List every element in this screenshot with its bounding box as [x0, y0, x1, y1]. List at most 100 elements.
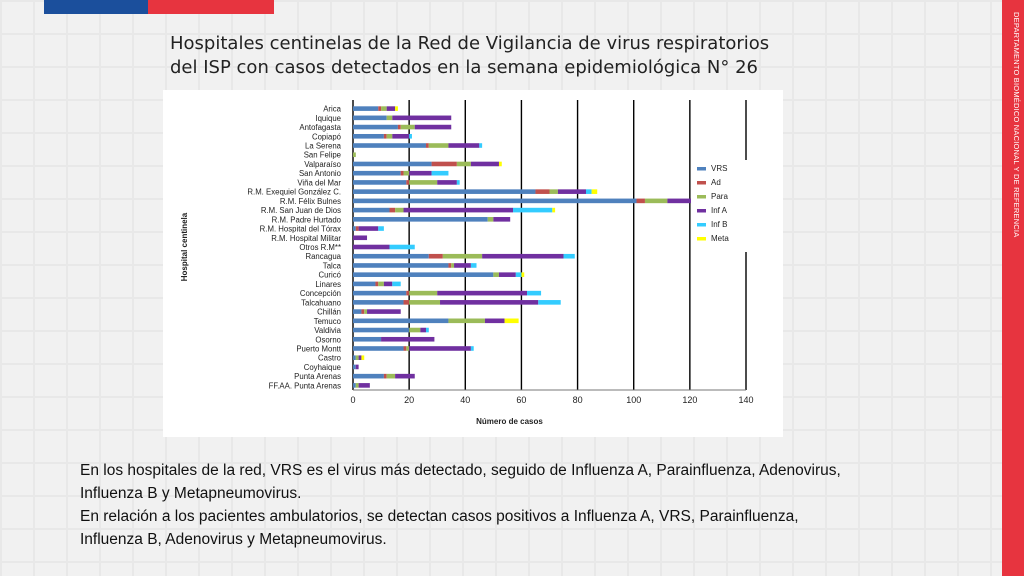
bar-segment	[392, 115, 452, 121]
category-label: Talcahuano	[301, 298, 342, 307]
bar-segment	[440, 300, 539, 305]
bar-segment	[451, 263, 455, 268]
bar-segment	[493, 272, 499, 277]
legend-label: Inf B	[711, 220, 727, 229]
paragraph1-line2: Influenza B y Metapneumovirus.	[80, 485, 302, 502]
bar-segment	[409, 346, 471, 351]
bar-segment	[353, 364, 356, 370]
legend-label: Meta	[711, 234, 729, 243]
bar-segment	[470, 161, 499, 167]
bar-segment	[353, 180, 407, 185]
bar-segment	[353, 373, 384, 379]
bar-segment	[353, 263, 449, 268]
category-label: Antofagasta	[299, 123, 341, 132]
x-tick-label: 100	[626, 395, 641, 405]
paragraph2-line1: En relación a los pacientes ambulatorios…	[80, 508, 799, 525]
bar-segment	[527, 290, 542, 296]
bar-segment	[378, 226, 384, 231]
x-tick-label: 140	[738, 395, 753, 405]
bar-segment	[367, 309, 401, 314]
bar-segment	[409, 290, 438, 296]
brand-stripe-blue	[44, 0, 148, 14]
bar-segment	[448, 143, 480, 148]
category-label: Rancagua	[305, 252, 341, 261]
bar-segment	[479, 143, 483, 148]
stacked-bar-chart: 0 20 40 60 80 100 120 140 AricaIquiqueAntofagast…	[180, 100, 754, 426]
bar-segment	[535, 189, 550, 194]
bar-segment	[383, 373, 387, 379]
category-label: Concepción	[300, 289, 341, 298]
bar-segment	[557, 189, 586, 194]
category-label: Valparaíso	[304, 160, 341, 169]
bar-segment	[386, 106, 396, 111]
bar-segment	[406, 290, 410, 296]
bar-segment	[389, 207, 396, 213]
bar-segment	[386, 373, 396, 379]
bar-segment	[591, 189, 598, 194]
bar-segment	[409, 300, 441, 305]
bar-segment	[358, 226, 379, 231]
bar-segment	[667, 198, 693, 204]
category-label: Coyhaique	[304, 363, 341, 372]
bar-segment	[353, 124, 398, 130]
category-label: Otros R.M**	[299, 243, 341, 252]
legend-swatch	[697, 237, 706, 241]
bar-segment	[353, 189, 536, 194]
legend-label: Para	[711, 192, 728, 201]
bar-segment	[361, 355, 365, 361]
bar-segment	[353, 327, 410, 333]
category-label: R.M. Exequiel González C.	[247, 188, 341, 197]
bar-segment	[353, 115, 387, 121]
category-label: Valdivia	[314, 326, 341, 335]
bar-segment	[409, 170, 432, 176]
bar-segment	[383, 281, 393, 287]
bar-segment	[353, 300, 404, 305]
brand-stripe-red	[148, 0, 274, 14]
bar-segment	[414, 124, 452, 130]
slide-title: Hospitales centinelas de la Red de Vigil…	[170, 32, 870, 80]
bar-segment	[482, 253, 564, 259]
x-tick-label: 120	[682, 395, 697, 405]
bar-segment	[538, 300, 561, 305]
bar-segment	[395, 106, 398, 111]
bar-segment	[493, 217, 511, 222]
bar-segment	[353, 133, 384, 139]
category-label: Castro	[318, 354, 342, 363]
category-label: Iquique	[315, 114, 341, 123]
bar-segment	[513, 207, 553, 213]
category-label: R.M. Hospital del Tórax	[260, 225, 341, 234]
category-label: R.M. Padre Hurtado	[272, 215, 342, 224]
category-label: R.M. Félix Bulnes	[280, 197, 341, 206]
bar-segment	[409, 133, 412, 139]
bar-segment	[353, 152, 356, 158]
paragraph1-line1: En los hospitales de la red, VRS es el v…	[80, 462, 841, 479]
slide-title-line1: Hospitales centinelas de la Red de Vigil…	[170, 33, 770, 54]
slide-title-line2: del ISP con casos detectados en la seman…	[170, 57, 759, 78]
legend-swatch	[697, 209, 706, 213]
legend-box	[691, 160, 753, 252]
x-tick-label: 60	[516, 395, 526, 405]
bar-segment	[353, 355, 356, 361]
category-label: San Felipe	[304, 151, 341, 160]
bar-segment	[353, 336, 382, 342]
bar-segment	[406, 180, 410, 185]
bar-segment	[549, 189, 558, 194]
category-label: Temuco	[314, 317, 342, 326]
bar-segment	[353, 207, 390, 213]
bar-segment	[487, 217, 494, 222]
bar-segment	[636, 198, 645, 204]
paragraph2-line2: Influenza B, Adenovirus y Metapneumoviru…	[80, 531, 387, 548]
y-axis-title: Hospital centinela	[180, 212, 189, 281]
x-tick-label: 0	[350, 395, 355, 405]
bar-segment	[397, 124, 401, 130]
bar-segment	[358, 383, 370, 388]
bar-segment	[353, 143, 426, 148]
bar-segment	[515, 272, 522, 277]
bar-segment	[383, 133, 387, 139]
bar-segment	[353, 235, 368, 241]
bar-segment	[386, 115, 393, 121]
bar-segment	[381, 106, 387, 111]
bar-segment	[353, 383, 356, 388]
bar-segment	[364, 309, 368, 314]
category-label: R.M. San Juan de Dios	[261, 206, 341, 215]
